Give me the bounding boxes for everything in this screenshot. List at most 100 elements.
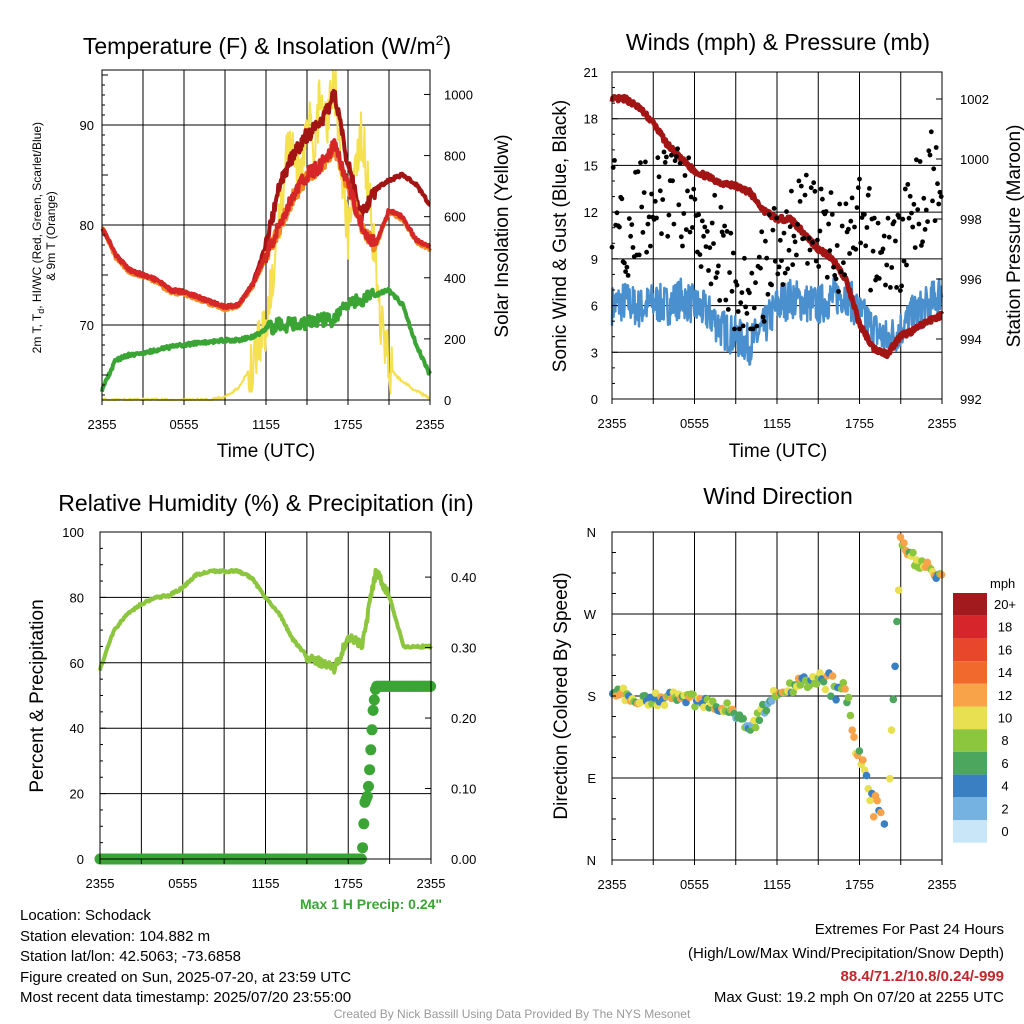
gust-point (808, 185, 814, 191)
gust-point (696, 212, 701, 218)
direction-point (796, 681, 805, 689)
legend-label: 16 (998, 642, 1012, 657)
gust-point (724, 229, 730, 234)
y-left-tick-label: 9 (591, 252, 598, 267)
humidity-title: Relative Humidity (%) & Precipitation (i… (58, 490, 473, 516)
legend-swatch-18 (953, 615, 987, 639)
gust-point (636, 252, 642, 258)
y-right-tick-label: 992 (960, 392, 982, 407)
legend-swatch-16 (953, 638, 987, 662)
gust-point (885, 215, 891, 221)
gust-point (906, 215, 912, 221)
gust-point (907, 193, 913, 199)
gust-point (936, 201, 942, 207)
gust-point (729, 288, 735, 294)
y-left-tick-label: W (584, 607, 597, 622)
direction-point (755, 716, 764, 725)
max-precip-label: Max 1 H Precip: 0.24" (300, 896, 443, 912)
legend-swatch-20plus (953, 593, 987, 616)
credit-line: Created By Nick Bassill Using Data Provi… (333, 1007, 691, 1021)
gust-point (911, 201, 917, 207)
gust-point (764, 255, 770, 261)
direction-point (819, 677, 828, 686)
gust-point (622, 260, 627, 266)
direction-series (608, 533, 946, 828)
gust-point (688, 194, 694, 200)
y-right-tick-label: 200 (444, 332, 466, 347)
direction-point (859, 756, 867, 764)
gust-point (683, 227, 689, 233)
direction-point (832, 696, 840, 704)
temperature-xlabel: Time (UTC) (217, 441, 316, 462)
x-tick-label: 1755 (334, 417, 363, 432)
y-left-tick-label: 100 (62, 525, 84, 540)
y-left-tick-label: 40 (70, 721, 84, 736)
direction-point (894, 586, 903, 594)
gust-point (837, 201, 843, 207)
x-tick-label: 2355 (928, 877, 957, 892)
direction-point (828, 672, 837, 680)
gust-point (897, 288, 903, 293)
x-tick-label: 2355 (86, 876, 115, 891)
gust-point (759, 229, 765, 235)
direction-ylabel-left: Direction (Colored By Speed) (551, 572, 572, 819)
x-tick-label: 2355 (598, 877, 627, 892)
y-right-tick-label: 996 (960, 272, 982, 287)
direction-point (751, 723, 760, 732)
legend-label: 12 (998, 688, 1012, 703)
gust-point (701, 233, 706, 239)
gust-point (841, 260, 846, 266)
gust-point (868, 287, 873, 293)
y-right-tick-label: 0.40 (451, 570, 476, 585)
gust-point (732, 326, 737, 332)
gust-point (697, 252, 703, 257)
precip-point (361, 790, 373, 802)
extremes-subtitle: (High/Low/Max Wind/Precipitation/Snow De… (688, 945, 1004, 962)
direction-point (869, 813, 878, 821)
gust-point (712, 192, 718, 198)
gust-point (883, 282, 888, 288)
gust-point (810, 240, 815, 245)
gust-point (685, 188, 690, 194)
gust-point (761, 319, 767, 324)
gust-point (750, 326, 756, 332)
gust-point (831, 264, 836, 270)
info-location: Location: Schodack (20, 907, 151, 924)
gust-point (638, 160, 643, 166)
gust-point (704, 229, 710, 234)
gust-point (758, 265, 763, 271)
gust-point (889, 265, 895, 270)
y-right-tick-label: 0.10 (451, 782, 476, 797)
gust-point (738, 300, 744, 306)
gust-point (846, 226, 851, 232)
extremes-title: Extremes For Past 24 Hours (814, 921, 1004, 938)
y-left-tick-label: 70 (80, 318, 94, 333)
gust-point (728, 230, 734, 236)
direction-point (880, 820, 889, 828)
gust-point (742, 255, 747, 261)
gust-point (820, 196, 825, 202)
gust-point (852, 224, 857, 230)
direction-point (689, 690, 697, 699)
gust-point (624, 264, 630, 270)
direction-point (850, 733, 858, 741)
winds-title: Winds (mph) & Pressure (mb) (626, 29, 930, 55)
gust-point (771, 206, 777, 211)
gust-point (904, 262, 909, 268)
gust-point (703, 244, 709, 250)
gust-point (871, 215, 877, 221)
gust-point (682, 173, 688, 178)
legend-swatch-12 (953, 683, 987, 707)
gust-point (857, 176, 862, 182)
gust-point (721, 233, 726, 238)
gust-point (920, 239, 925, 245)
gust-point (891, 219, 897, 225)
gust-point (863, 243, 869, 249)
gust-point (734, 282, 740, 288)
y-right-tick-label: 400 (444, 271, 466, 286)
series-line-2m-td (100, 286, 432, 393)
gust-point (917, 159, 923, 164)
gust-point (802, 192, 808, 198)
legend-label: 18 (998, 620, 1012, 635)
